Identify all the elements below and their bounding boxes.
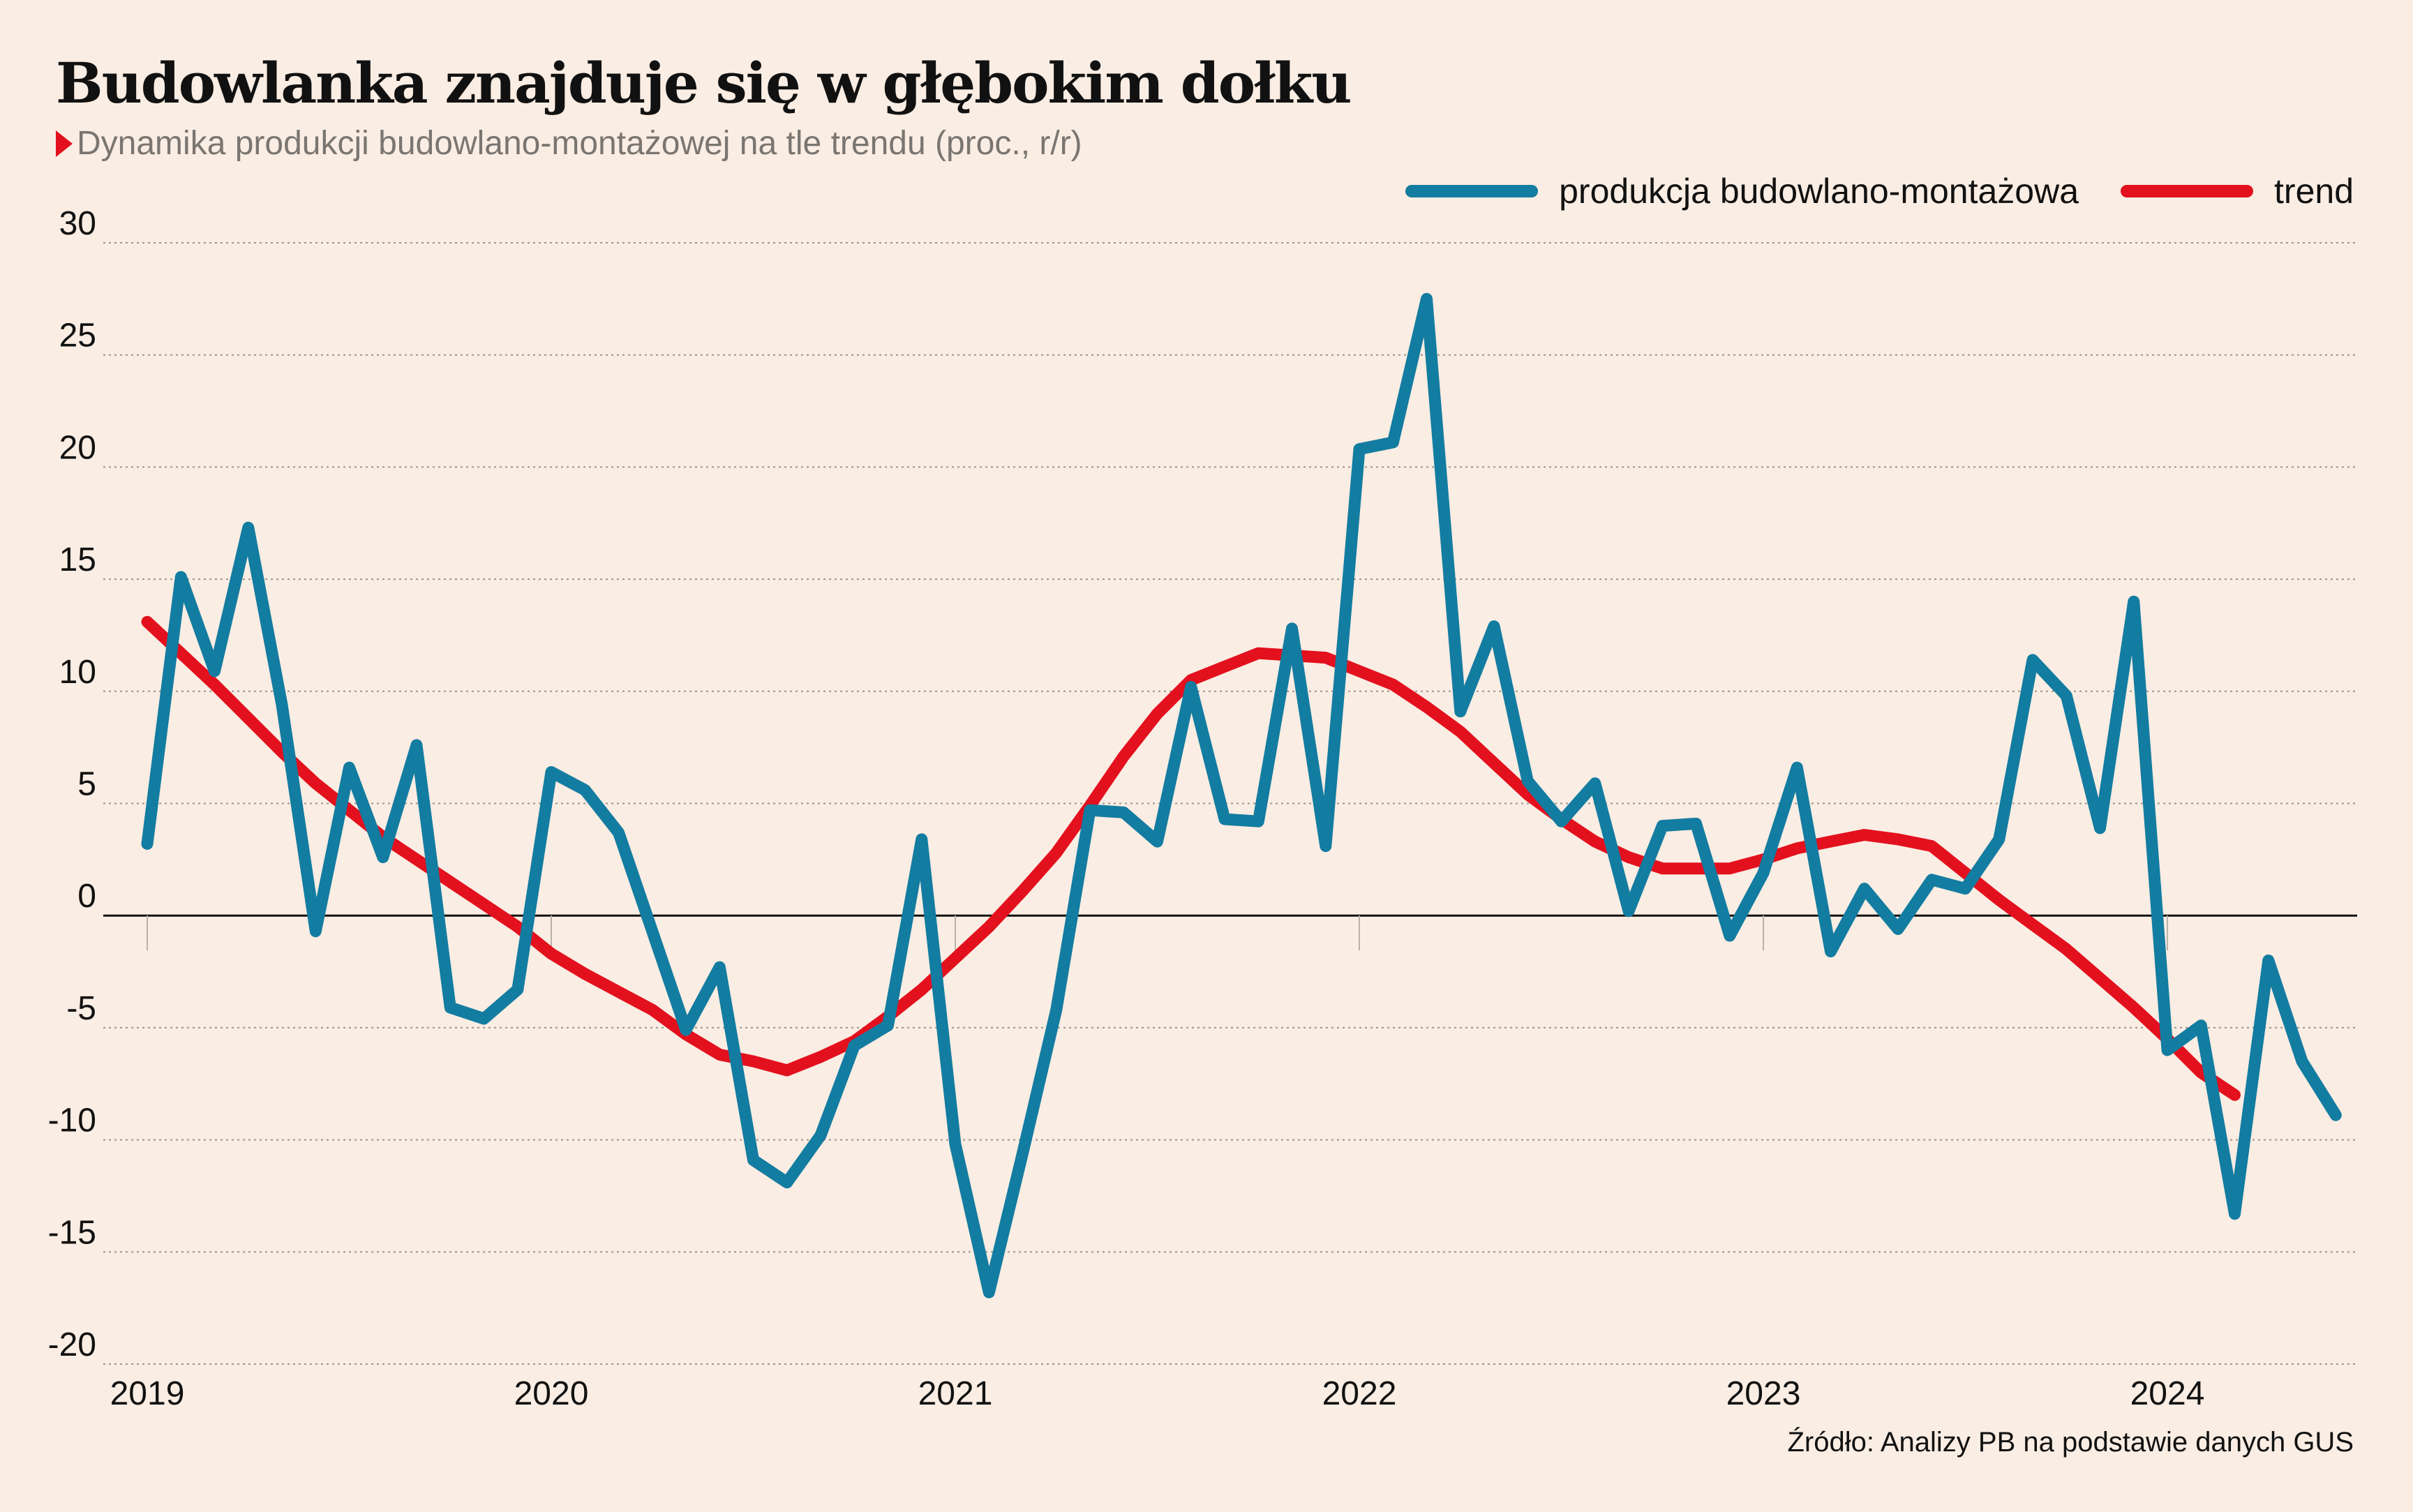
y-tick-label: 0 — [77, 878, 96, 915]
legend-item-production: produkcja budowlano-montażowa — [1405, 171, 2079, 211]
x-tick-label: 2022 — [1322, 1375, 1397, 1412]
y-tick-label: 25 — [59, 317, 96, 354]
x-tick-label: 2023 — [1726, 1375, 1801, 1412]
y-tick-label: 5 — [77, 766, 96, 803]
triangle-marker-icon — [56, 130, 73, 157]
chart-subtitle: Dynamika produkcji budowlano-montażowej … — [56, 124, 1082, 163]
x-axis-ticks: 2019 2020 2021 2022 2023 2024 — [110, 915, 2205, 1412]
source-note: Źródło: Analizy PB na podstawie danych G… — [1787, 1427, 2354, 1458]
series-lines — [141, 292, 2342, 1298]
legend-label-production: produkcja budowlano-montażowa — [1559, 172, 2079, 211]
y-tick-label: 20 — [59, 429, 96, 466]
x-tick-label: 2021 — [918, 1375, 993, 1412]
y-tick-label: 10 — [59, 654, 96, 691]
legend-swatch-trend — [2121, 185, 2254, 197]
grid-lines — [103, 242, 2357, 1365]
chart-title: Budowlanka znajduje się w głębokim dołku — [56, 50, 1352, 116]
legend-label-trend: trend — [2274, 172, 2354, 211]
y-tick-label: -15 — [48, 1214, 96, 1251]
y-tick-label: -5 — [66, 990, 96, 1027]
chart-subtitle-text: Dynamika produkcji budowlano-montażowej … — [77, 125, 1082, 162]
y-tick-label: -20 — [48, 1326, 96, 1363]
trend-series-line — [141, 615, 2241, 1101]
x-tick-label: 2019 — [110, 1375, 185, 1412]
chart-legend: produkcja budowlano-montażowa trend — [1364, 171, 2354, 211]
y-tick-label: 15 — [59, 541, 96, 578]
legend-swatch-production — [1405, 185, 1539, 197]
y-axis-ticks: 30 25 20 15 10 5 0 -5 -10 -15 -20 — [48, 205, 96, 1363]
y-tick-label: 30 — [59, 205, 96, 242]
y-tick-label: -10 — [48, 1102, 96, 1139]
legend-item-trend: trend — [2121, 171, 2354, 211]
production-series-line — [141, 292, 2342, 1298]
x-tick-label: 2024 — [2130, 1375, 2205, 1412]
x-tick-label: 2020 — [514, 1375, 589, 1412]
